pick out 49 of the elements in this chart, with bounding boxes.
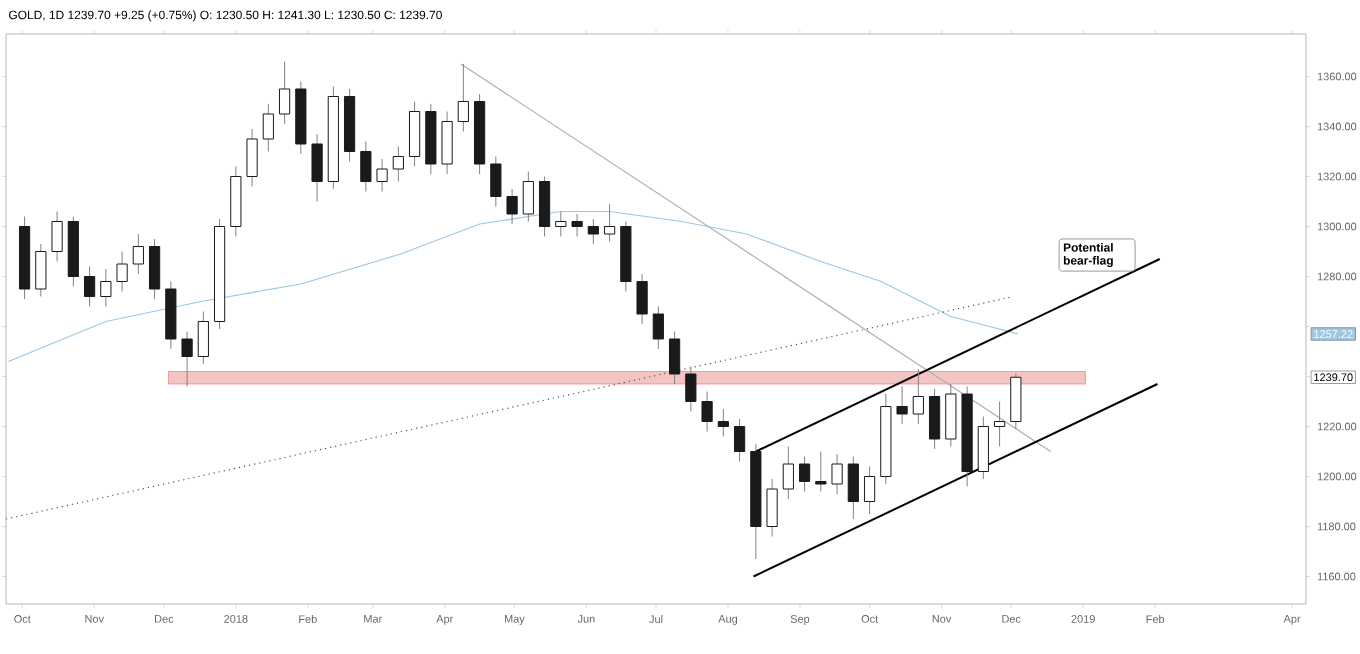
- candlestick: [538, 175, 551, 237]
- candlestick: [100, 268, 112, 307]
- candlestick: [928, 388, 941, 450]
- line-series: [7, 210, 1019, 363]
- candlestick: [148, 238, 161, 300]
- candlestick: [83, 266, 96, 307]
- candlestick: [636, 273, 648, 325]
- candlestick: [51, 210, 63, 262]
- candlestick: [798, 456, 811, 492]
- candlestick: [847, 456, 859, 520]
- candlestick: [685, 366, 697, 412]
- candlestick: [945, 383, 957, 447]
- candlestick: [181, 331, 193, 387]
- candlestick: [197, 311, 209, 365]
- candlestick: [522, 170, 534, 222]
- candlestick: [977, 416, 989, 480]
- candlestick: [35, 243, 47, 297]
- candlestick: [116, 251, 128, 292]
- candlestick: [652, 306, 664, 350]
- candlestick: [668, 331, 681, 385]
- candlestick: [782, 446, 794, 500]
- candlestick: [863, 466, 876, 515]
- candlestick: [376, 158, 388, 192]
- candlestick: [571, 213, 583, 237]
- candlestick: [441, 110, 453, 175]
- candlestick: [815, 451, 827, 492]
- candlestick: [587, 218, 599, 245]
- candlestick: [408, 100, 421, 167]
- candlestick: [311, 133, 323, 202]
- candlestick: [766, 478, 778, 537]
- candlestick: [831, 453, 843, 495]
- candlestick: [912, 368, 924, 425]
- candlestick: [1010, 372, 1022, 430]
- candlestick: [392, 145, 404, 182]
- candlestick: [132, 233, 144, 275]
- candlestick: [506, 188, 518, 225]
- candlestick: [733, 418, 746, 462]
- candlestick: [993, 401, 1006, 447]
- candlestick: [360, 140, 372, 192]
- candlestick: [278, 60, 291, 125]
- candlestick: [717, 408, 729, 437]
- candlestick: [246, 128, 258, 187]
- candlestick: [490, 155, 502, 207]
- candlestick: [701, 391, 713, 432]
- candlestick: [457, 63, 469, 132]
- candlestick: [262, 103, 274, 152]
- candlestick: [896, 386, 908, 425]
- candlestick: [603, 203, 616, 242]
- candlestick: [555, 210, 567, 237]
